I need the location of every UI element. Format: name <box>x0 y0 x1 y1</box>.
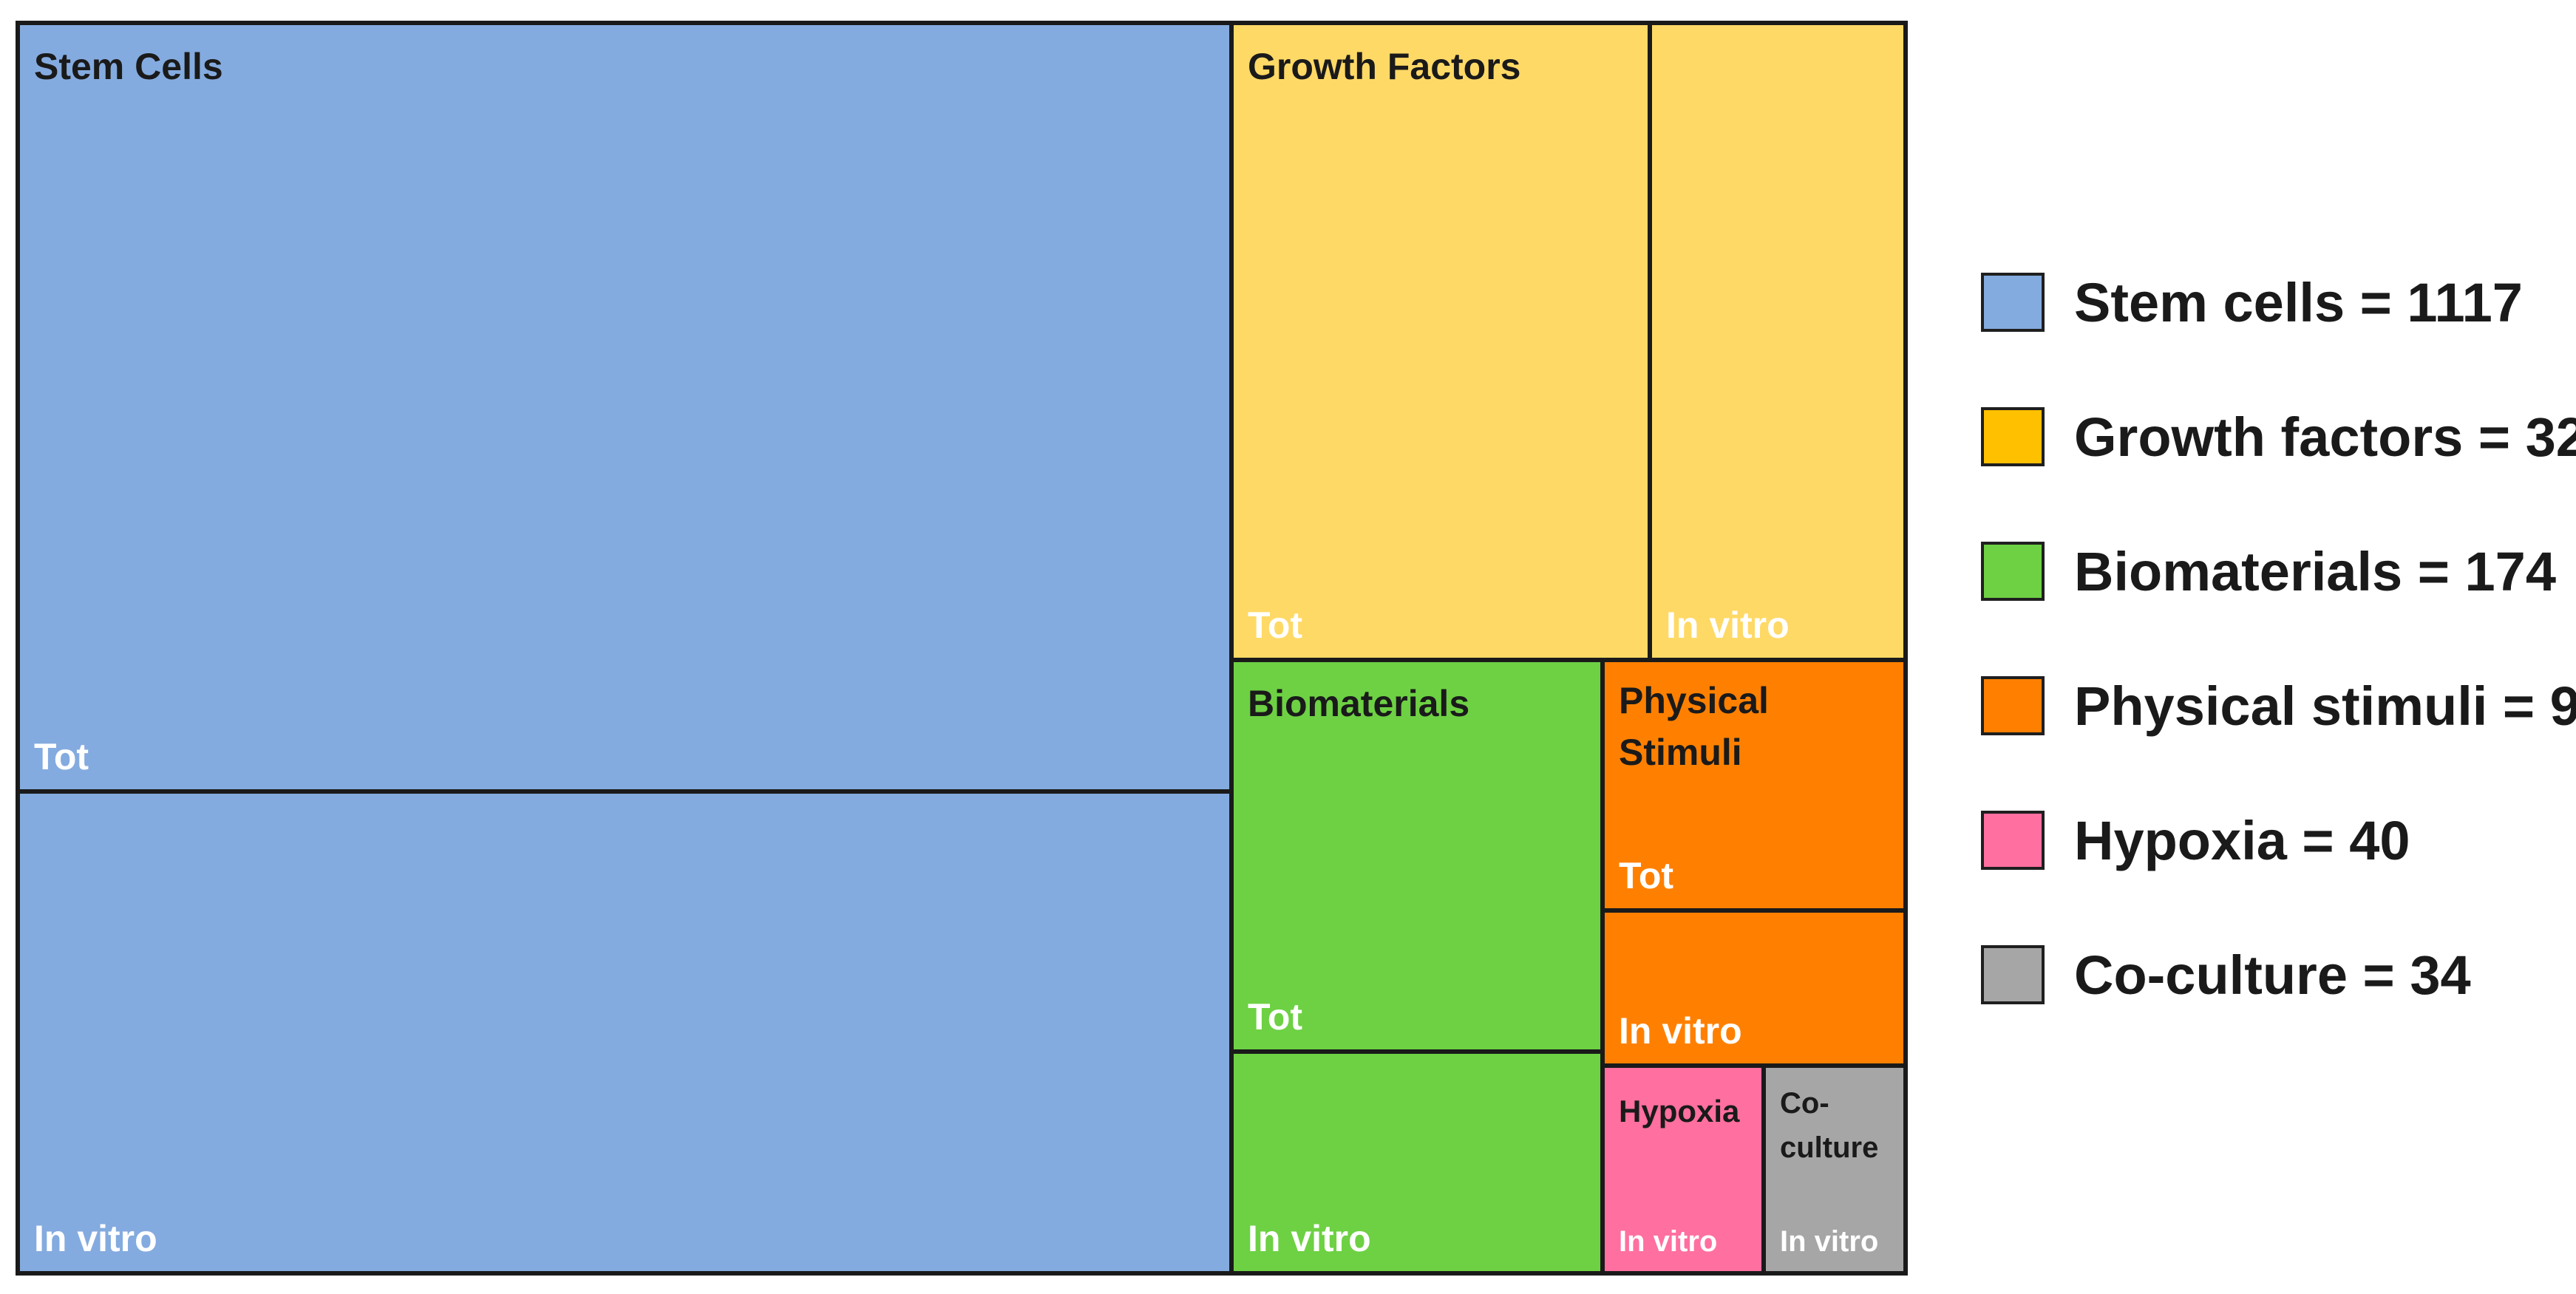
treemap-block-growth-factors-in-vitro <box>1648 21 1908 662</box>
treemap-sub-label: In vitro <box>1619 1010 1742 1052</box>
treemap-block-hypoxia-in-vitro <box>1600 1063 1766 1276</box>
legend-item-stem-cells: Stem cells = 1117 <box>1981 235 2565 370</box>
legend-item-growth-factors: Growth factors = 320 <box>1981 370 2576 504</box>
treemap-title-line: Co- <box>1780 1087 1829 1120</box>
treemap-block-stem-cells-tot <box>16 21 1234 794</box>
treemap-block-co-culture-in-vitro <box>1761 1063 1908 1276</box>
treemap-block-stem-cells-in-vitro <box>16 789 1234 1276</box>
legend-item-co-culture: Co-culture = 34 <box>1981 907 2565 1042</box>
legend-label: Biomaterials = 174 <box>2074 540 2556 602</box>
treemap-sub-label: In vitro <box>1619 1225 1717 1258</box>
treemap-sub-label: In vitro <box>1780 1225 1878 1258</box>
treemap-sub-label: Tot <box>1248 996 1302 1038</box>
legend-label: Hypoxia = 40 <box>2074 809 2410 871</box>
legend-label: Co-culture = 34 <box>2074 944 2471 1006</box>
legend-item-physical-stimuli: Physical stimuli = 91 <box>1981 639 2576 773</box>
treemap-sub-label: In vitro <box>1666 605 1790 646</box>
treemap-title: Growth Factors <box>1248 46 1520 87</box>
treemap-sub-label: Tot <box>1248 605 1302 646</box>
legend-swatch <box>1981 676 2045 735</box>
legend-label: Growth factors = 320 <box>2074 406 2576 468</box>
legend-item-biomaterials: Biomaterials = 174 <box>1981 504 2565 639</box>
treemap-block-physical-stimuli-tot <box>1600 658 1908 913</box>
treemap-title: Biomaterials <box>1248 683 1469 724</box>
legend-swatch <box>1981 811 2045 870</box>
legend-label: Physical stimuli = 91 <box>2074 675 2576 737</box>
treemap-sub-label: Tot <box>1619 855 1673 896</box>
treemap-title-line: Physical <box>1619 680 1769 721</box>
legend-swatch <box>1981 945 2045 1004</box>
chart-legend: Stem cells = 1117 Growth factors = 320 B… <box>1981 235 2576 1042</box>
treemap-title: Hypoxia <box>1619 1094 1740 1128</box>
treemap-sub-label: Tot <box>34 736 89 777</box>
treemap-title-line: culture <box>1780 1131 1878 1164</box>
legend-label: Stem cells = 1117 <box>2074 271 2523 333</box>
treemap-block-growth-factors-tot <box>1229 21 1652 662</box>
legend-swatch <box>1981 407 2045 466</box>
treemap-block-biomaterials-tot <box>1229 658 1605 1054</box>
treemap-sub-label: In vitro <box>1248 1218 1371 1259</box>
treemap-title-line: Stimuli <box>1619 732 1742 773</box>
legend-swatch <box>1981 273 2045 332</box>
treemap-title: Stem Cells <box>34 46 223 87</box>
legend-item-hypoxia: Hypoxia = 40 <box>1981 773 2565 907</box>
treemap-chart: Stem Cells Tot In vitro Growth Factors Tot In… <box>16 21 1908 1276</box>
treemap-sub-label: In vitro <box>34 1218 157 1259</box>
treemap-block-biomaterials-in-vitro <box>1229 1049 1605 1276</box>
treemap-block-physical-stimuli-in-vitro <box>1600 908 1908 1068</box>
legend-swatch <box>1981 542 2045 601</box>
